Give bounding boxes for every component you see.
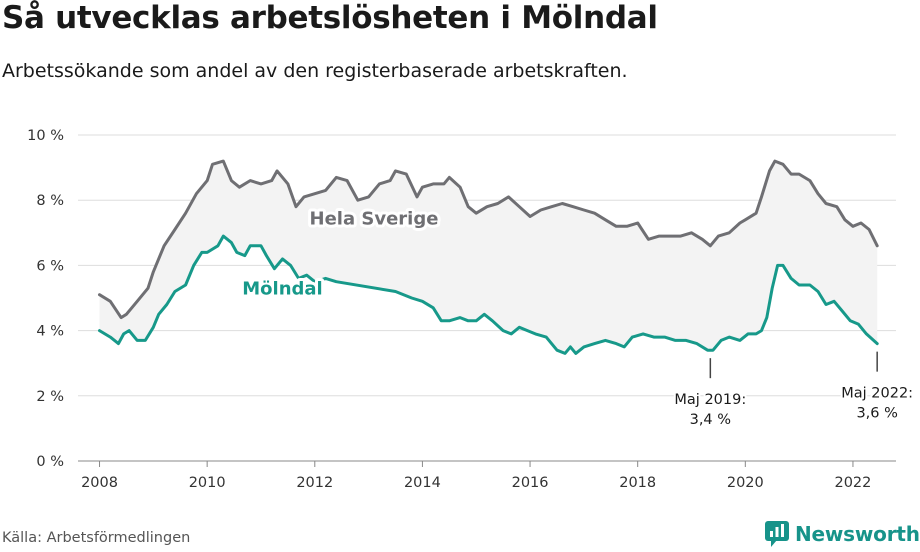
x-tick-label: 2018 (619, 475, 656, 491)
series-label-hela-sverige: Hela Sverige (310, 209, 439, 230)
y-tick-label: 2 % (36, 389, 64, 405)
annotation-label-min: Maj 2019: (674, 392, 746, 408)
x-axis: 2008 2010 2012 2014 2016 2018 2020 2022 (81, 461, 871, 491)
annotation-label-min: 3,4 % (690, 412, 731, 428)
source-note: Källa: Arbetsförmedlingen (2, 530, 191, 546)
series-line-hela-sverige (98, 159, 879, 320)
x-tick-label: 2014 (404, 475, 441, 491)
y-tick-label: 8 % (36, 193, 64, 209)
y-tick-label: 10 % (27, 128, 64, 144)
series-line-molndal (98, 234, 879, 355)
chart-title: Så utvecklas arbetslösheten i Mölndal (2, 0, 658, 36)
x-tick-label: 2008 (81, 475, 118, 491)
annotations: Maj 2019: 3,4 % Maj 2022: 3,6 % (672, 351, 915, 430)
series-lines (98, 159, 879, 355)
brand-name: Newsworthy (795, 522, 920, 546)
newsworthy-chart-icon (765, 521, 789, 547)
brand-logo[interactable]: Newsworthy (765, 518, 920, 550)
x-tick-label: 2016 (512, 475, 549, 491)
x-tick-label: 2022 (834, 475, 871, 491)
x-tick-label: 2020 (727, 475, 764, 491)
y-tick-label: 0 % (36, 454, 64, 470)
y-tick-label: 6 % (36, 258, 64, 274)
chart-subtitle: Arbetssökande som andel av den registerb… (2, 60, 628, 82)
series-label-molndal: Mölndal (242, 279, 322, 300)
series-labels: Hela Sverige Mölndal (239, 206, 441, 303)
annotation-label-last: Maj 2022: (841, 386, 913, 402)
x-tick-label: 2010 (189, 475, 226, 491)
area-between-series (99, 161, 878, 354)
annotation-label-last: 3,6 % (856, 406, 897, 422)
y-tick-label: 4 % (36, 324, 64, 340)
y-axis: 0 % 2 % 4 % 6 % 8 % 10 % (27, 128, 64, 470)
x-tick-label: 2012 (296, 475, 333, 491)
gap-area (99, 161, 878, 354)
